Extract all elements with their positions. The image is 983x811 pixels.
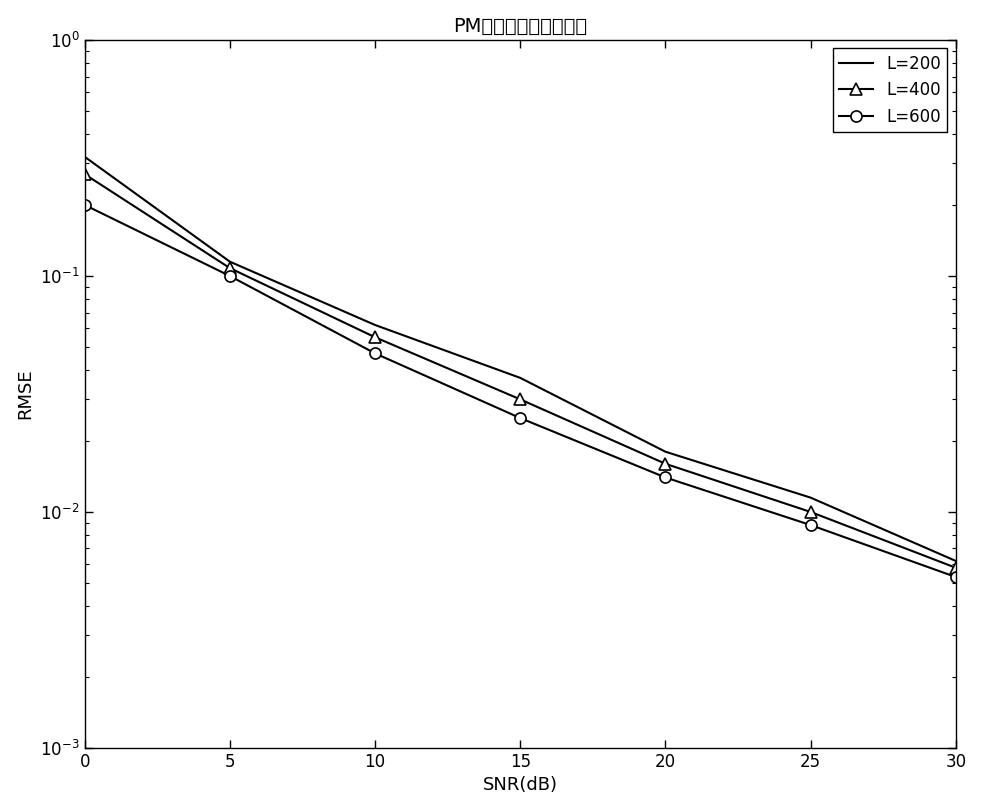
L=400 (660, 459, 671, 469)
Line: L=400: L=400 (79, 169, 961, 573)
X-axis label: SNR(dB): SNR(dB) (483, 776, 557, 794)
L=200 (79, 152, 90, 161)
L=400 (805, 507, 817, 517)
L=600 (950, 572, 961, 581)
Line: L=600: L=600 (79, 200, 961, 582)
Y-axis label: RMSE: RMSE (17, 369, 34, 419)
Legend: L=200, L=400, L=600: L=200, L=400, L=600 (833, 49, 948, 132)
L=200 (224, 257, 236, 267)
L=200 (370, 320, 381, 330)
L=600 (514, 413, 526, 423)
L=200 (660, 447, 671, 457)
L=600 (370, 349, 381, 358)
L=200 (950, 556, 961, 566)
Title: PM算法不同快拍数对比: PM算法不同快拍数对比 (453, 17, 587, 36)
L=600 (224, 271, 236, 281)
L=600 (660, 473, 671, 483)
L=400 (950, 563, 961, 573)
L=600 (805, 520, 817, 530)
L=400 (370, 333, 381, 342)
L=600 (79, 200, 90, 210)
L=400 (224, 264, 236, 273)
L=200 (514, 373, 526, 383)
L=400 (514, 394, 526, 404)
L=400 (79, 169, 90, 179)
Line: L=200: L=200 (85, 157, 955, 561)
L=200 (805, 493, 817, 503)
